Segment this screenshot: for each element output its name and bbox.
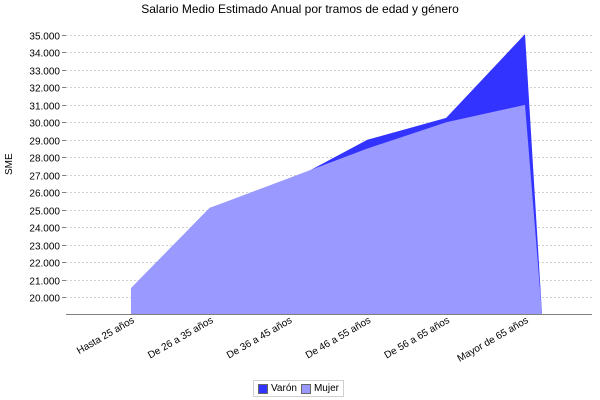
y-tick-label: 32.000 xyxy=(29,84,60,95)
y-tick-label: 27.000 xyxy=(29,172,60,183)
x-tick-label: Mayor de 65 años xyxy=(456,315,531,365)
y-tick-label: 31.000 xyxy=(29,102,60,113)
y-tick-label: 25.000 xyxy=(29,207,60,218)
area-series-mujer xyxy=(131,104,542,314)
y-tick-label: 28.000 xyxy=(29,154,60,165)
y-tick-label: 22.000 xyxy=(29,259,60,270)
y-tick-label: 26.000 xyxy=(29,189,60,200)
legend-swatch-varon xyxy=(258,383,268,394)
x-tick-label: De 46 a 55 años xyxy=(304,315,373,361)
y-tick-label: 23.000 xyxy=(29,242,60,253)
legend-item-varon: Varón xyxy=(258,383,297,394)
legend-item-mujer: Mujer xyxy=(300,383,339,394)
y-tick-label: 34.000 xyxy=(29,49,60,60)
y-tick-label: 35.000 xyxy=(29,32,60,43)
chart-legend: Varón Mujer xyxy=(253,380,344,397)
x-tick-label: Hasta 25 años xyxy=(75,315,136,357)
y-tick-label: 20.000 xyxy=(29,294,60,305)
x-tick-label: De 56 a 65 años xyxy=(383,315,452,361)
y-tick-label: 29.000 xyxy=(29,137,60,148)
x-tick-label: De 26 a 35 años xyxy=(146,315,215,361)
legend-label-varon: Varón xyxy=(271,383,297,394)
chart-title: Salario Medio Estimado Anual por tramos … xyxy=(141,2,459,16)
legend-label-mujer: Mujer xyxy=(313,383,339,394)
y-tick-label: 30.000 xyxy=(29,119,60,130)
y-tick-label: 21.000 xyxy=(29,277,60,288)
legend-swatch-mujer xyxy=(300,383,311,394)
y-tick-label: 33.000 xyxy=(29,67,60,78)
y-tick-label: 24.000 xyxy=(29,224,60,235)
x-tick-label: De 36 a 45 años xyxy=(225,315,294,361)
